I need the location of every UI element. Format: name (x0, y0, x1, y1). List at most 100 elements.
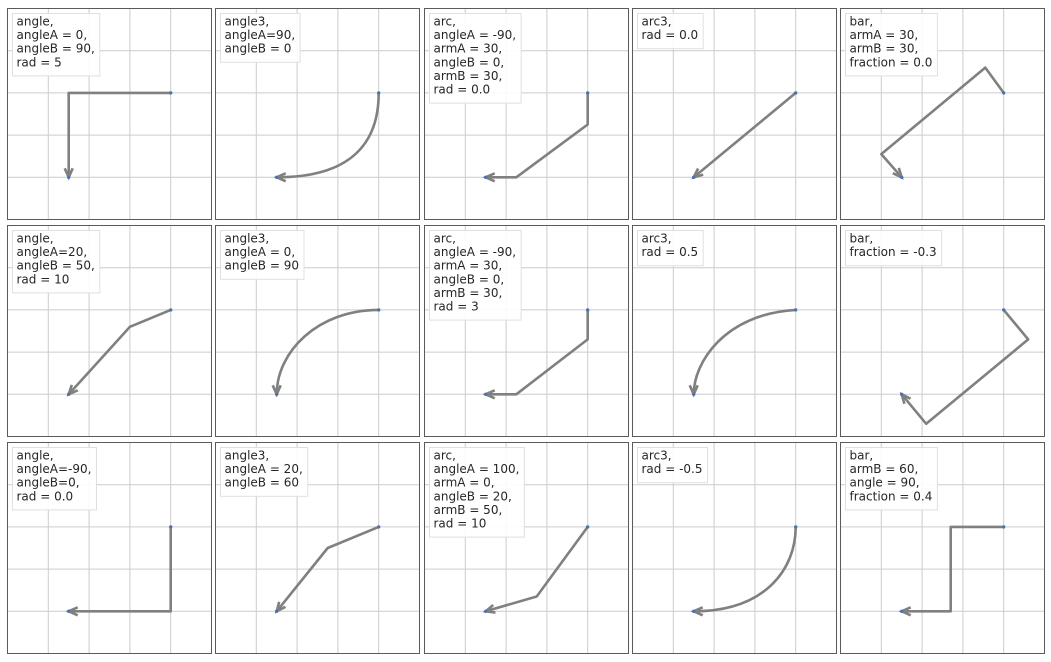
label-box (637, 230, 704, 267)
label-line: rad = 0.0 (434, 83, 491, 97)
label-line: arc3, (642, 232, 672, 246)
label-box (637, 447, 708, 484)
label-line: angle3, (225, 15, 270, 29)
connection-arrow-line (880, 66, 1005, 179)
label-box (637, 13, 704, 50)
label-line: rad = 3 (434, 300, 479, 314)
connection-arrow-line (484, 525, 589, 613)
label-line: armB = 60, (850, 462, 919, 476)
label-line: armB = 30, (434, 286, 503, 300)
panel-angle-1: angle,angleA = 0,angleB = 90,rad = 5 (7, 8, 212, 220)
label-line: angleB = 0, (434, 272, 505, 286)
label-line: angleA = 0, (17, 28, 88, 42)
label-line: armA = 30, (434, 259, 503, 273)
label-line: armA = 0, (434, 476, 495, 490)
endpoint-marker (586, 91, 590, 95)
endpoint-marker (900, 609, 904, 613)
label-line: angleA = 20, (225, 462, 303, 476)
panel-label: arc,angleA = -90,armA = 30,angleB = 0,ar… (429, 13, 522, 104)
endpoint-marker (169, 91, 173, 95)
endpoint-marker (169, 525, 173, 529)
label-box (12, 230, 101, 294)
endpoint-marker (1002, 525, 1006, 529)
endpoint-marker (1002, 91, 1006, 95)
endpoint-marker (67, 175, 71, 179)
connection-arrow-line (275, 308, 380, 396)
endpoint-marker (794, 525, 798, 529)
panel-frame (632, 442, 837, 654)
label-line: angleA = 0, (225, 245, 296, 259)
panel-label: angle,angleA = 0,angleB = 90,rad = 5 (12, 13, 101, 77)
label-line: angleA = 100, (434, 462, 520, 476)
panel-frame (215, 225, 420, 437)
connection-arrow-line (900, 525, 1005, 613)
endpoint-marker (692, 609, 696, 613)
label-line: angleA=20, (17, 245, 88, 259)
panel-label: arc3,rad = 0.5 (637, 230, 704, 267)
panel-frame (7, 225, 212, 437)
endpoint-marker (900, 175, 904, 179)
connection-arrow-line (692, 91, 797, 179)
panel-label: angle3,angleA=90,angleB = 0 (220, 13, 301, 63)
label-box (220, 230, 305, 280)
panel-bar-15: bar,armB = 60,angle = 90,fraction = 0.4 (840, 442, 1045, 654)
endpoint-marker (484, 392, 488, 396)
panel-label: bar,armA = 30,armB = 30,fraction = 0.0 (845, 13, 938, 77)
panel-frame (7, 8, 212, 220)
label-line: angleB = 60 (225, 476, 299, 490)
label-box (12, 13, 101, 77)
label-line: arc3, (642, 15, 672, 29)
label-line: rad = 10 (434, 517, 487, 531)
endpoint-marker (67, 392, 71, 396)
panel-label: arc3,rad = 0.0 (637, 13, 704, 50)
panel-arc-3: arc,angleA = -90,armA = 30,angleB = 0,ar… (424, 8, 629, 220)
label-box (845, 447, 938, 511)
label-line: bar, (850, 15, 874, 29)
connection-arrow-line (67, 525, 172, 613)
label-line: armB = 30, (434, 69, 503, 83)
endpoint-marker (377, 91, 381, 95)
panel-label: bar,armB = 60,angle = 90,fraction = 0.4 (845, 447, 938, 511)
endpoint-marker (484, 175, 488, 179)
connection-arrow-line (484, 308, 589, 396)
label-line: angle3, (225, 449, 270, 463)
label-box (220, 13, 301, 63)
endpoint-marker (1002, 308, 1006, 312)
panel-arc3-4: arc3,rad = 0.0 (632, 8, 837, 220)
label-line: angle = 90, (850, 476, 920, 490)
label-line: angle, (17, 15, 54, 29)
panel-frame (840, 8, 1045, 220)
connection-arrow-line (275, 525, 380, 613)
panel-label: bar,fraction = -0.3 (845, 230, 943, 267)
label-line: angleB = 50, (17, 259, 95, 273)
label-line: rad = 0.0 (642, 28, 699, 42)
label-line: angleB=0, (17, 476, 80, 490)
endpoint-marker (692, 175, 696, 179)
connection-arrow-line (692, 525, 797, 613)
connection-arrow-line (692, 308, 797, 396)
panel-arc3-9: arc3,rad = 0.5 (632, 225, 837, 437)
panel-frame (215, 8, 420, 220)
connection-arrow-line (67, 91, 172, 179)
label-line: angleA=90, (225, 28, 296, 42)
panel-frame (424, 8, 629, 220)
label-line: armB = 30, (850, 42, 919, 56)
label-line: angleB = 0 (225, 42, 292, 56)
label-line: angleB = 20, (434, 489, 512, 503)
connection-arrow-line (900, 308, 1030, 426)
label-line: angle, (17, 232, 54, 246)
panel-frame (632, 8, 837, 220)
endpoint-marker (586, 308, 590, 312)
panel-frame (424, 442, 629, 654)
label-line: angle3, (225, 232, 270, 246)
panel-frame (840, 442, 1045, 654)
panel-label: arc,angleA = 100,armA = 0,angleB = 20,ar… (429, 447, 525, 538)
endpoint-marker (484, 609, 488, 613)
label-line: bar, (850, 449, 874, 463)
label-line: angle, (17, 449, 54, 463)
panel-bar-5: bar,armA = 30,armB = 30,fraction = 0.0 (840, 8, 1045, 220)
label-line: arc3, (642, 449, 672, 463)
panel-label: arc,angleA = -90,armA = 30,angleB = 0,ar… (429, 230, 522, 321)
panel-bar-10: bar,fraction = -0.3 (840, 225, 1045, 437)
